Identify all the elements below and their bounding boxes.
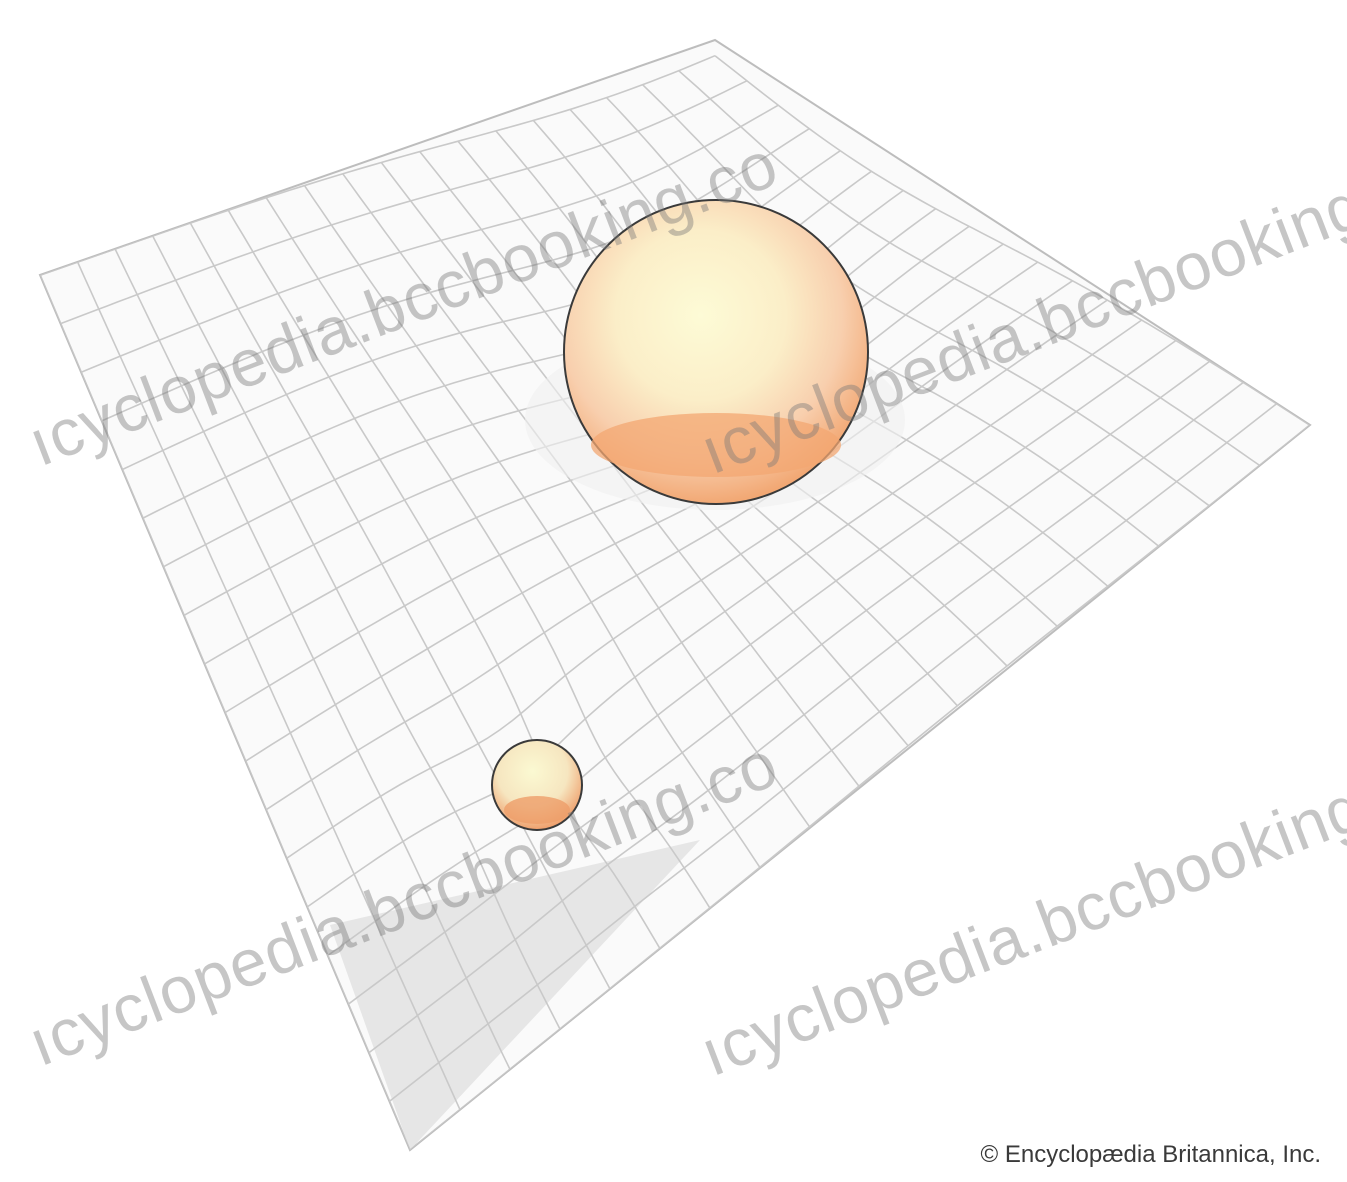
grid-line-31 — [347, 360, 1211, 1005]
sheet-shadow-region — [330, 840, 700, 1150]
grid-line-35 — [388, 403, 1278, 1103]
small-body-lower-shade — [504, 796, 570, 824]
grid-line-33 — [368, 381, 1244, 1054]
grid-line-36 — [714, 55, 1310, 426]
grid-line-37 — [409, 424, 1310, 1150]
grid-lines — [40, 54, 1310, 1150]
grid-line-34 — [678, 70, 1261, 467]
grid-line-32 — [642, 84, 1210, 507]
copyright-credit: © Encyclopædia Britannica, Inc. — [980, 1141, 1321, 1168]
large-body-lower-shade — [591, 413, 841, 477]
